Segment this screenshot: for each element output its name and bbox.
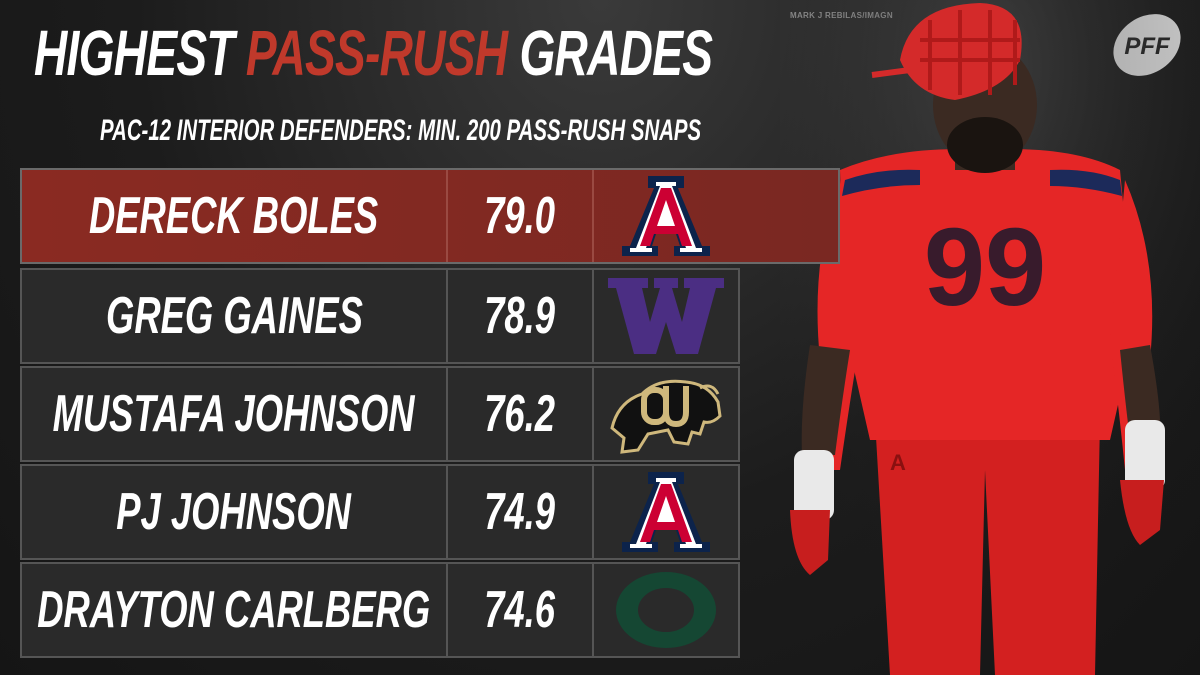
grade-value: 76.2	[484, 385, 556, 443]
table-row: DERECK BOLES 79.0	[20, 168, 840, 264]
jersey-number: 99	[924, 206, 1046, 329]
player-name-cell: MUSTAFA JOHNSON	[22, 368, 448, 460]
svg-text:A: A	[890, 450, 906, 475]
grade-value: 74.9	[484, 483, 556, 541]
title-part3: GRADES	[507, 17, 713, 89]
grade-value: 79.0	[484, 187, 556, 245]
table-row: GREG GAINES 78.9	[20, 268, 740, 364]
table-row: PJ JOHNSON 74.9	[20, 464, 740, 560]
team-logo-cell	[594, 368, 738, 460]
team-logo-cell	[594, 466, 738, 558]
grade-cell: 76.2	[448, 368, 594, 460]
oregon-logo-icon	[616, 572, 716, 648]
grades-table: DERECK BOLES 79.0 GREG GAINES 78.9 MUSTA…	[20, 168, 840, 662]
colorado-logo-icon	[610, 379, 722, 454]
team-logo-cell	[594, 170, 738, 262]
arizona-logo-icon	[622, 472, 710, 552]
title-part1: HIGHEST	[34, 17, 246, 89]
team-logo-cell	[594, 564, 738, 656]
player-name-cell: DRAYTON CARLBERG	[22, 564, 448, 656]
washington-logo-icon	[608, 278, 724, 354]
grade-cell: 78.9	[448, 270, 594, 362]
player-name: DRAYTON CARLBERG	[37, 581, 431, 639]
grade-value: 78.9	[484, 287, 556, 345]
player-name-cell: DERECK BOLES	[22, 170, 448, 262]
page-title: HIGHEST PASS-RUSH GRADES	[34, 16, 713, 90]
grade-value: 74.6	[484, 581, 556, 639]
grade-cell: 74.6	[448, 564, 594, 656]
grade-cell: 74.9	[448, 466, 594, 558]
player-name: MUSTAFA JOHNSON	[53, 385, 416, 443]
page-subtitle: PAC-12 INTERIOR DEFENDERS: MIN. 200 PASS…	[100, 114, 702, 147]
table-row: MUSTAFA JOHNSON 76.2	[20, 366, 740, 462]
player-name-cell: PJ JOHNSON	[22, 466, 448, 558]
player-name: PJ JOHNSON	[116, 483, 352, 541]
team-logo-cell	[594, 270, 738, 362]
grade-cell: 79.0	[448, 170, 594, 262]
title-accent: PASS-RUSH	[245, 17, 508, 89]
arizona-logo-icon	[622, 176, 710, 256]
player-name-cell: GREG GAINES	[22, 270, 448, 362]
player-photo: 99 A	[780, 0, 1200, 675]
player-name: GREG GAINES	[105, 287, 363, 345]
player-name: DERECK BOLES	[89, 187, 379, 245]
table-row: DRAYTON CARLBERG 74.6	[20, 562, 740, 658]
